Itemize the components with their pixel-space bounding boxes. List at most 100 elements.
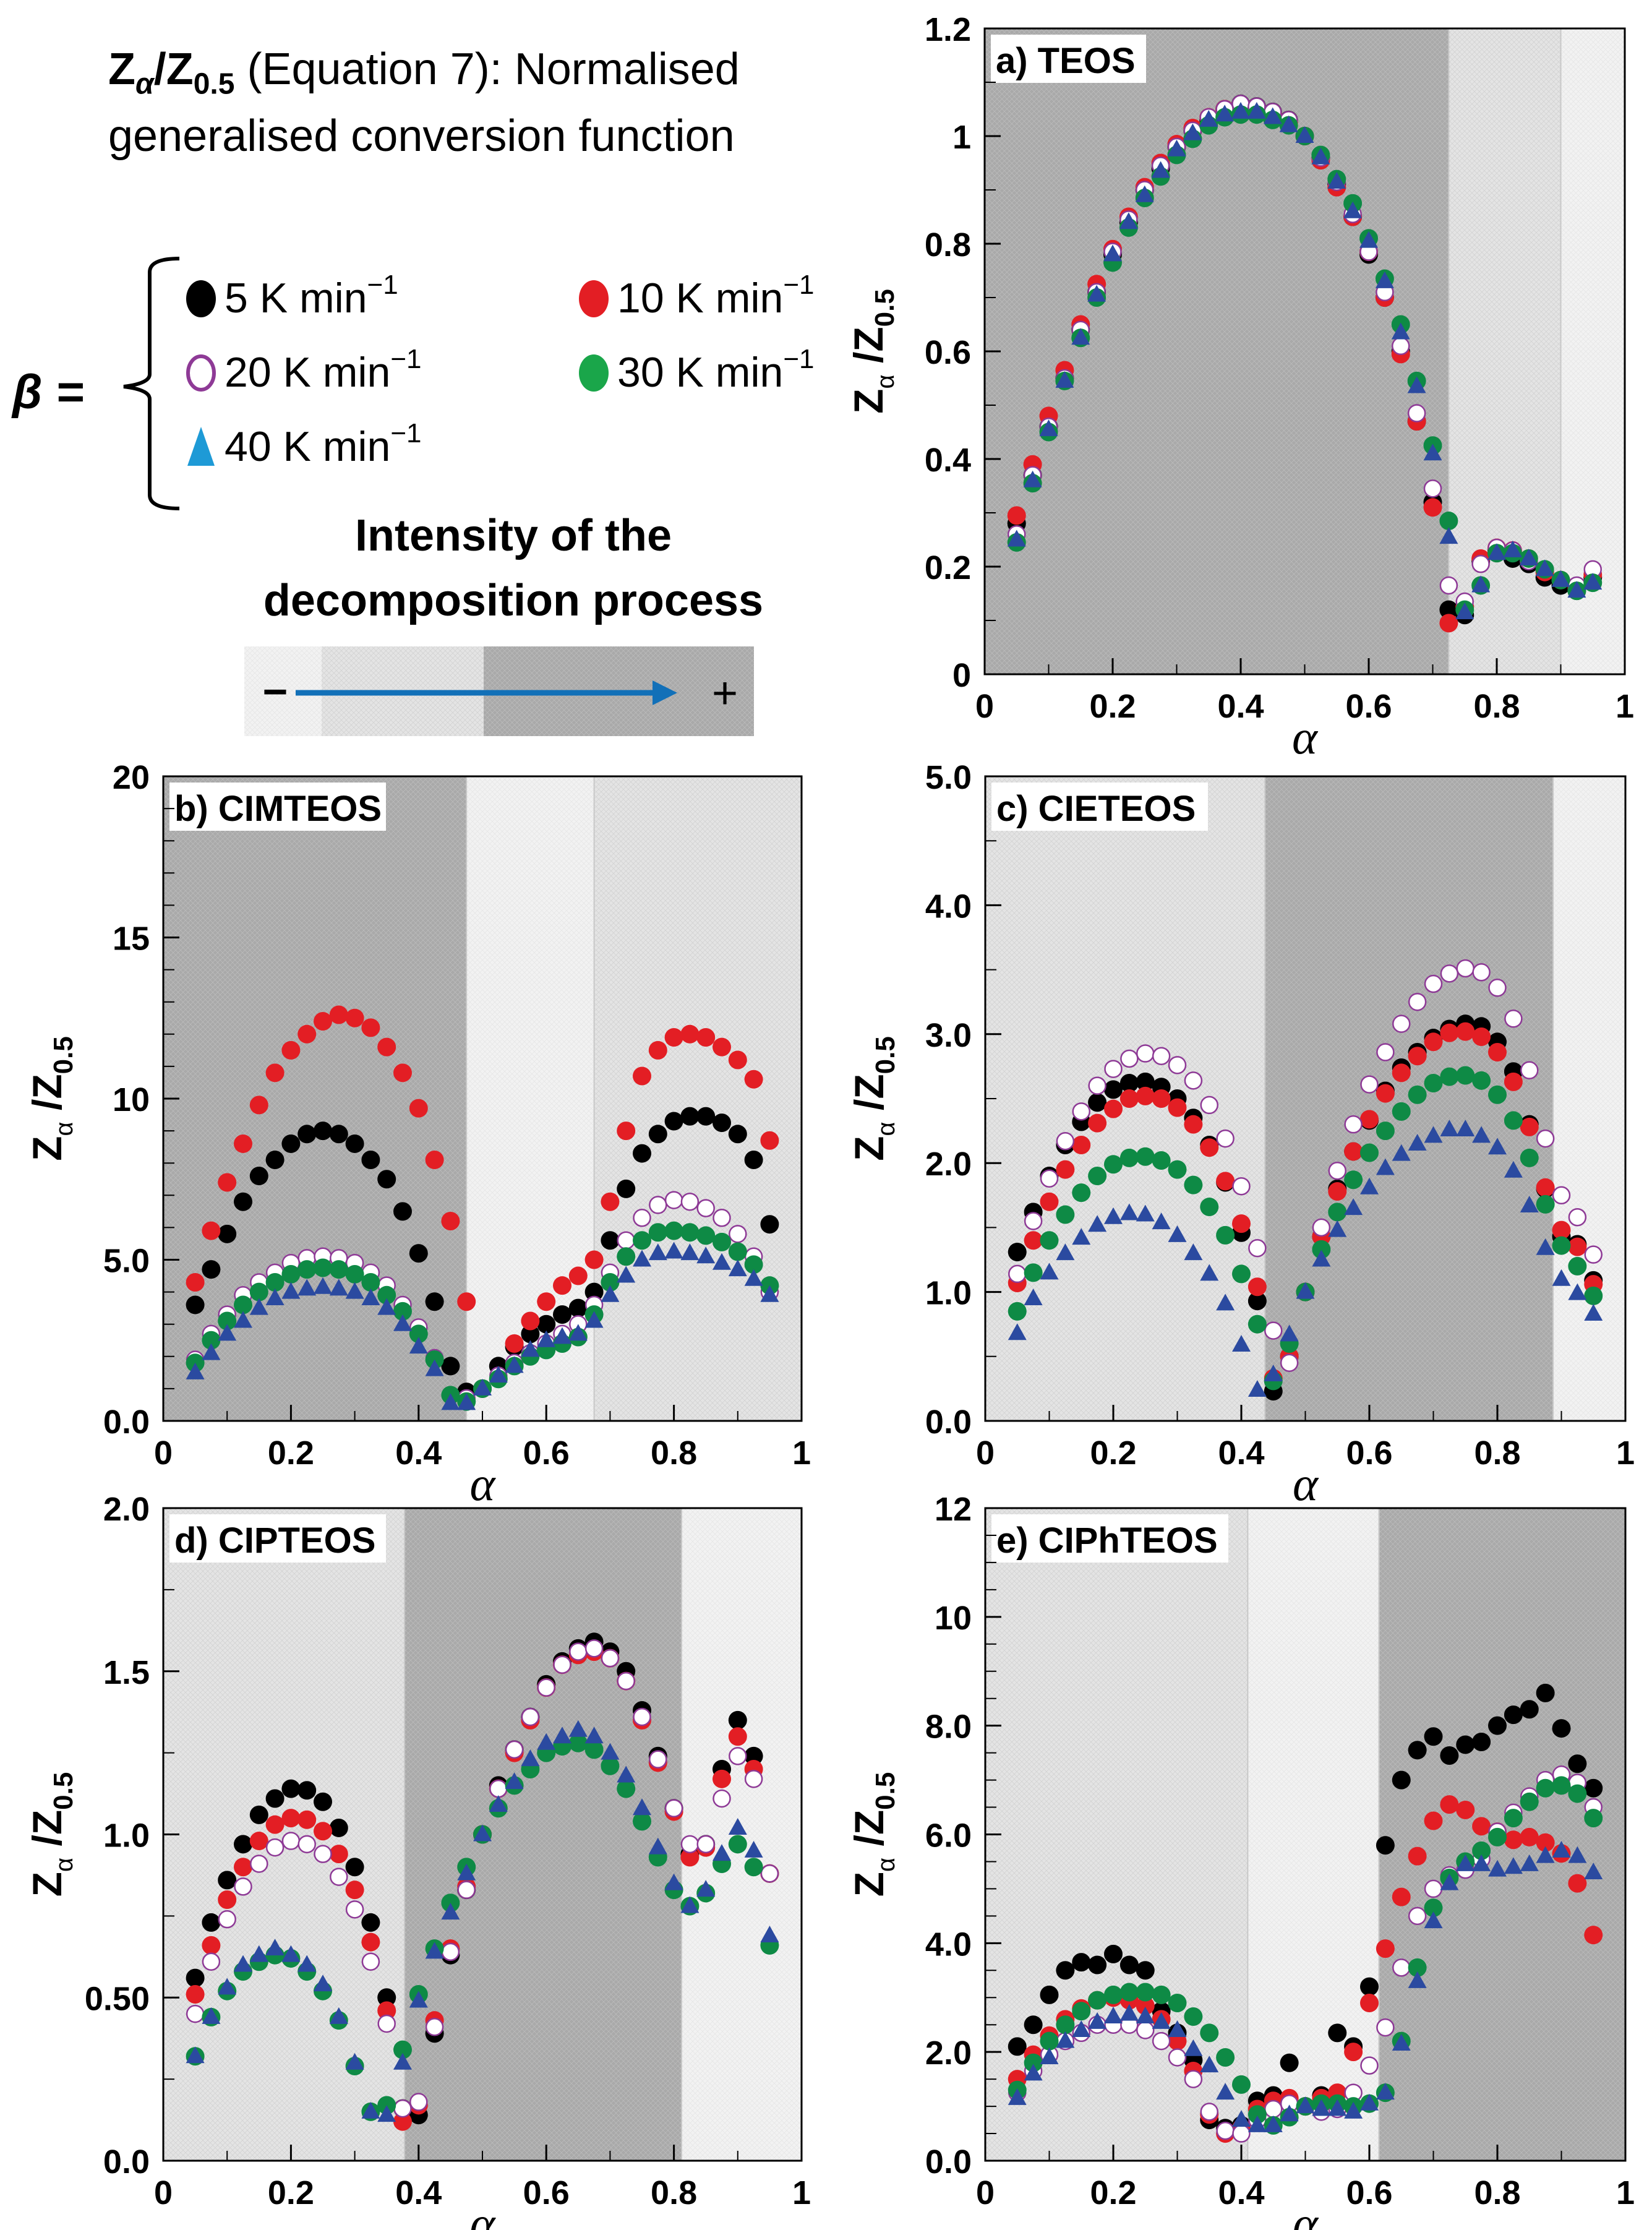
data-point xyxy=(1296,1282,1315,1299)
data-point xyxy=(297,1955,317,1972)
data-point xyxy=(1088,1113,1107,1133)
data-point xyxy=(1408,1133,1427,1151)
data-point xyxy=(1199,109,1218,127)
data-point xyxy=(760,1285,779,1302)
data-point xyxy=(1376,2018,1395,2037)
data-point xyxy=(1232,1214,1251,1233)
data-point xyxy=(329,1279,348,1296)
data-point xyxy=(633,1209,651,1227)
y-tick-label: 4.0 xyxy=(925,1926,972,1963)
data-point xyxy=(1040,1985,1059,2004)
data-point xyxy=(1488,1716,1507,1735)
data-point xyxy=(1472,963,1491,982)
data-point xyxy=(1424,1811,1443,1830)
data-point xyxy=(1568,1846,1587,1863)
data-point xyxy=(218,1224,237,1243)
data-point xyxy=(457,1880,476,1899)
data-point xyxy=(1008,1242,1027,1261)
data-point xyxy=(1119,1073,1139,1092)
data-point xyxy=(234,1192,252,1211)
data-point xyxy=(537,1733,556,1750)
data-point xyxy=(744,1150,763,1169)
data-point xyxy=(601,1231,620,1250)
data-point xyxy=(457,1292,476,1311)
data-point xyxy=(1344,1170,1363,1190)
x-tick-label: 0.8 xyxy=(651,1434,697,1472)
data-point xyxy=(1056,2015,1075,2035)
data-point xyxy=(345,1264,364,1284)
data-point xyxy=(1424,1879,1443,1898)
x-axis-label: α xyxy=(470,2197,497,2230)
data-point xyxy=(1200,1264,1219,1281)
data-point xyxy=(330,1868,348,1886)
x-tick-label: 0.4 xyxy=(395,1434,442,1472)
x-tick-label: 0.4 xyxy=(395,2174,442,2211)
data-point xyxy=(1392,337,1410,356)
data-point xyxy=(1024,2053,1043,2072)
data-point xyxy=(1104,1155,1123,1174)
data-point xyxy=(505,1740,524,1759)
data-point xyxy=(1231,101,1250,119)
y-tick-label: 0.50 xyxy=(85,1980,150,2017)
data-point xyxy=(345,2052,364,2070)
data-point xyxy=(1264,2099,1283,2119)
panel-title: b) CIMTEOS xyxy=(169,783,386,831)
data-point xyxy=(1584,1863,1603,1880)
data-point xyxy=(345,1900,364,1919)
data-point xyxy=(1376,1836,1395,1855)
y-tick-label: 1.0 xyxy=(103,1817,150,1855)
data-point xyxy=(1520,1827,1539,1846)
legend-item: 30 K min−1 xyxy=(579,344,815,396)
panel-title-text: d) CIPTEOS xyxy=(174,1520,375,1561)
data-point xyxy=(281,1282,301,1299)
data-point xyxy=(1503,540,1522,557)
data-point xyxy=(1471,554,1490,573)
data-point xyxy=(489,1366,508,1383)
panel-b: b) CIMTEOS 0.0 5.0 10 15 20 0 0.2 0.4 0.6 0.8 1 α Zα … xyxy=(24,759,811,1511)
legend-marker-filled-circle-icon xyxy=(579,354,609,392)
data-point xyxy=(409,1337,428,1354)
data-point xyxy=(314,1277,332,1294)
data-points xyxy=(186,1005,779,1411)
data-point xyxy=(1040,1169,1059,1188)
data-point xyxy=(1328,2023,1347,2043)
x-tick-label: 0.4 xyxy=(1217,688,1264,725)
data-point xyxy=(1104,1099,1123,1118)
data-point xyxy=(393,1063,412,1083)
panel-title-text: a) TEOS xyxy=(996,41,1136,81)
data-points xyxy=(1007,94,1603,633)
data-point xyxy=(1408,1906,1427,1926)
y-tick-label: 6.0 xyxy=(925,1817,972,1855)
data-point xyxy=(1536,1846,1555,1863)
data-point xyxy=(1520,1061,1539,1079)
panel-title-background xyxy=(991,783,1208,831)
data-point xyxy=(377,2014,396,2033)
data-point xyxy=(1456,959,1474,978)
data-point xyxy=(1439,512,1458,531)
data-point xyxy=(345,1134,364,1153)
panel-d: d) CIPTEOS 0.0 0.50 1.0 1.5 2.0 0 0.2 0.4 0.6 0.8 1… xyxy=(24,1491,811,2230)
data-point xyxy=(1136,1961,1155,1980)
data-point xyxy=(441,1393,460,1410)
data-point xyxy=(729,1225,747,1243)
data-point xyxy=(1487,543,1506,560)
data-point xyxy=(1167,139,1186,157)
data-point xyxy=(1311,147,1330,165)
data-point xyxy=(521,1311,540,1331)
data-point xyxy=(186,1968,205,1988)
x-tick-label: 0.2 xyxy=(268,2174,314,2211)
data-point xyxy=(1280,1324,1299,1342)
data-point xyxy=(696,1246,716,1264)
x-tick-label: 0.4 xyxy=(1218,1434,1264,1472)
data-point xyxy=(409,1324,428,1344)
data-point xyxy=(1248,1292,1267,1311)
data-point xyxy=(1168,2048,1187,2067)
data-point xyxy=(1264,1321,1283,1340)
legend-item: 5 K min−1 xyxy=(186,270,398,322)
data-point xyxy=(1424,1911,1443,1929)
data-point xyxy=(617,1779,636,1798)
data-point xyxy=(1424,1032,1443,1052)
series-20-K-min xyxy=(186,1639,779,2118)
data-point xyxy=(218,1871,237,1890)
data-point xyxy=(521,1324,540,1344)
